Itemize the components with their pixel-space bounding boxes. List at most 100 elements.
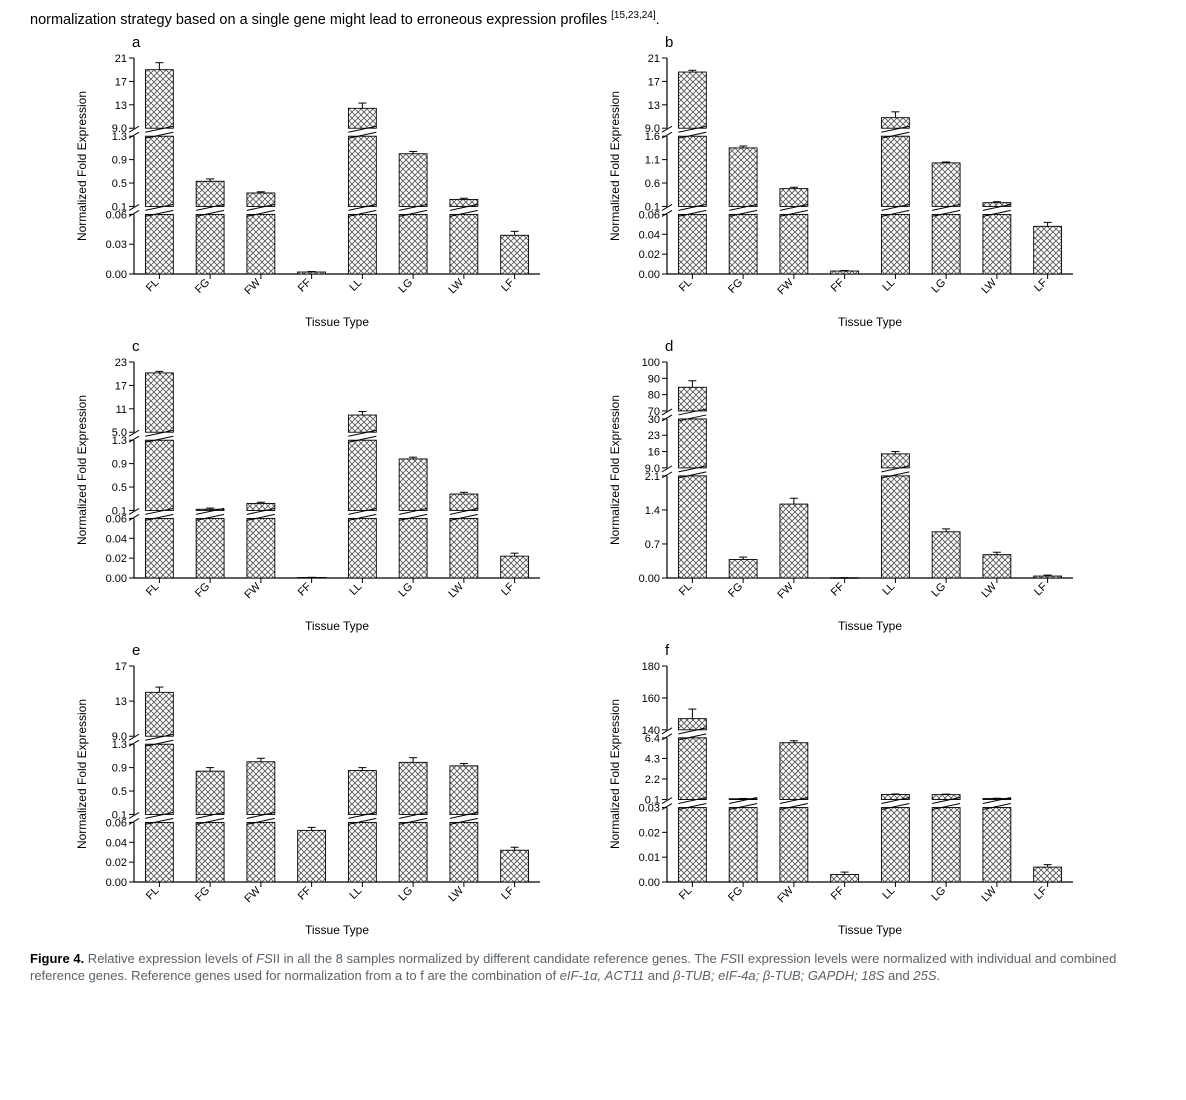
panel-label: b bbox=[665, 34, 673, 51]
bar bbox=[678, 72, 706, 128]
x-axis-label: Tissue Type bbox=[838, 315, 902, 329]
x-tick-label: FW bbox=[242, 580, 263, 601]
bar bbox=[678, 718, 706, 729]
caption-gene-fs: FS bbox=[720, 951, 737, 966]
x-tick-label: LG bbox=[396, 580, 415, 599]
y-tick-label: 0.1 bbox=[112, 505, 127, 517]
bar bbox=[145, 373, 173, 432]
bar bbox=[348, 440, 376, 510]
panel-label: d bbox=[665, 338, 673, 355]
bar bbox=[881, 807, 909, 881]
y-tick-label: 9.0 bbox=[645, 123, 660, 135]
bar bbox=[348, 136, 376, 206]
bar bbox=[399, 154, 427, 207]
x-tick-label: LL bbox=[347, 580, 364, 597]
y-tick-label: 0.04 bbox=[106, 837, 127, 849]
y-tick-label: 13 bbox=[115, 100, 127, 112]
x-tick-label: LW bbox=[446, 276, 466, 296]
x-tick-label: FF bbox=[829, 884, 847, 902]
x-tick-label: LW bbox=[979, 884, 999, 904]
bar bbox=[881, 454, 909, 468]
y-tick-label: 0.6 bbox=[645, 178, 660, 190]
bar bbox=[348, 415, 376, 432]
y-tick-label: 0.1 bbox=[112, 201, 127, 213]
caption-text: Relative expression levels of bbox=[84, 951, 256, 966]
bar bbox=[831, 271, 859, 274]
bar bbox=[145, 214, 173, 274]
x-tick-label: LF bbox=[499, 884, 517, 902]
bar bbox=[399, 214, 427, 274]
y-tick-label: 0.00 bbox=[639, 573, 660, 585]
y-tick-label: 11 bbox=[116, 404, 127, 416]
chart-d: 0.000.71.42.19.0162330708090100FLFGFWFFL… bbox=[603, 356, 1083, 636]
x-tick-label: FL bbox=[144, 580, 162, 598]
x-tick-label: FL bbox=[677, 276, 695, 294]
y-tick-label: 4.3 bbox=[645, 753, 660, 765]
y-tick-label: 2.2 bbox=[645, 774, 660, 786]
bar bbox=[348, 822, 376, 882]
x-axis-label: Tissue Type bbox=[838, 619, 902, 633]
panel-label: e bbox=[132, 642, 140, 659]
y-tick-label: 90 bbox=[648, 373, 660, 385]
panel-label: a bbox=[132, 34, 140, 51]
y-tick-label: 17 bbox=[115, 76, 127, 88]
y-tick-label: 160 bbox=[642, 693, 660, 705]
y-tick-label: 13 bbox=[648, 100, 660, 112]
x-tick-label: LF bbox=[499, 580, 517, 598]
x-tick-label: FG bbox=[726, 884, 745, 903]
bar bbox=[450, 518, 478, 578]
y-axis-label: Normalized Fold Expression bbox=[75, 699, 89, 849]
x-tick-label: FW bbox=[242, 276, 263, 297]
bar bbox=[348, 108, 376, 128]
panel-c: c0.000.020.040.060.10.50.91.35.0111723FL… bbox=[70, 338, 583, 636]
bar bbox=[780, 807, 808, 881]
bar bbox=[729, 807, 757, 881]
bar bbox=[831, 874, 859, 881]
panel-d: d0.000.71.42.19.0162330708090100FLFGFWFF… bbox=[603, 338, 1116, 636]
y-tick-label: 17 bbox=[115, 380, 127, 392]
x-tick-label: FW bbox=[775, 884, 796, 905]
x-axis-label: Tissue Type bbox=[305, 923, 369, 937]
bar bbox=[399, 822, 427, 882]
bar bbox=[881, 214, 909, 274]
bar bbox=[196, 214, 224, 274]
y-axis-label: Normalized Fold Expression bbox=[75, 395, 89, 545]
y-tick-label: 17 bbox=[115, 661, 127, 673]
x-tick-label: LG bbox=[929, 884, 948, 903]
panel-grid: a0.000.030.060.10.50.91.39.0131721FLFGFW… bbox=[70, 34, 1116, 940]
caption-text: in all the 8 samples normalized by diffe… bbox=[280, 951, 720, 966]
bar bbox=[348, 770, 376, 814]
y-tick-label: 0.01 bbox=[639, 852, 660, 864]
y-tick-label: 0.9 bbox=[112, 458, 127, 470]
x-tick-label: LF bbox=[499, 276, 517, 294]
y-tick-label: 0.5 bbox=[112, 482, 127, 494]
bar bbox=[145, 518, 173, 578]
bar bbox=[196, 181, 224, 206]
chart-b: 0.000.020.040.060.10.61.11.69.0131721FLF… bbox=[603, 52, 1083, 332]
y-tick-label: 23 bbox=[115, 357, 127, 369]
x-tick-label: LW bbox=[446, 580, 466, 600]
x-tick-label: LL bbox=[880, 580, 897, 597]
y-tick-label: 0.9 bbox=[112, 762, 127, 774]
y-tick-label: 1.1 bbox=[645, 154, 660, 166]
caption-text: . bbox=[937, 968, 941, 983]
y-tick-label: 0.00 bbox=[106, 877, 127, 889]
x-tick-label: LG bbox=[396, 276, 415, 295]
x-tick-label: LW bbox=[979, 580, 999, 600]
x-tick-label: FF bbox=[829, 580, 847, 598]
bar bbox=[399, 762, 427, 814]
bar bbox=[983, 554, 1011, 577]
bar bbox=[145, 692, 173, 736]
y-tick-label: 80 bbox=[648, 389, 660, 401]
bar bbox=[678, 387, 706, 411]
y-tick-label: 140 bbox=[642, 725, 660, 737]
y-axis-label: Normalized Fold Expression bbox=[75, 91, 89, 241]
x-tick-label: FF bbox=[296, 580, 314, 598]
x-tick-label: FG bbox=[726, 580, 745, 599]
x-tick-label: FG bbox=[726, 276, 745, 295]
panel-e: e0.000.020.040.060.10.50.91.39.01317FLFG… bbox=[70, 642, 583, 940]
x-tick-label: FW bbox=[242, 884, 263, 905]
y-tick-label: 0.1 bbox=[112, 809, 127, 821]
y-tick-label: 0.7 bbox=[645, 539, 660, 551]
x-tick-label: FG bbox=[193, 580, 212, 599]
